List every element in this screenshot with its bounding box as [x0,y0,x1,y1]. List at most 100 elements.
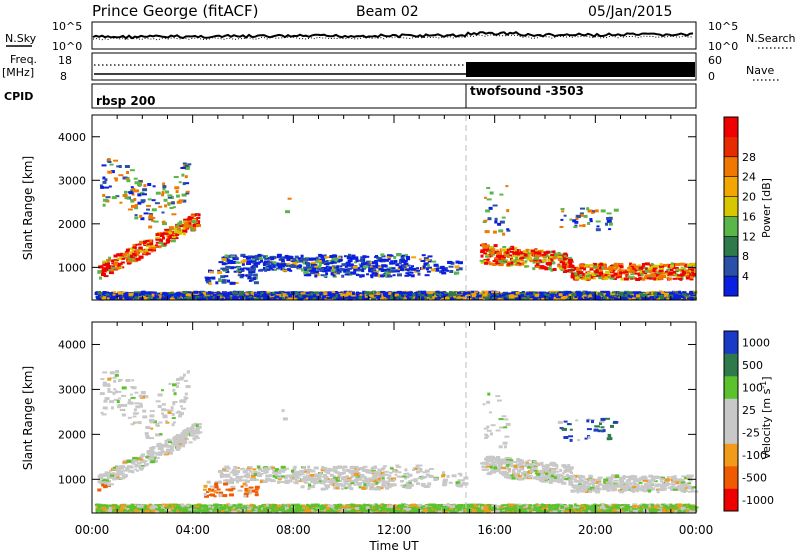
power-cell [168,226,174,230]
power-cell [672,293,678,297]
power-cell [362,265,368,269]
power-cell [187,163,192,166]
power-cell [646,277,652,280]
power-cell [336,265,340,269]
power-cell [246,267,251,271]
power-cell [331,266,336,270]
power-cell [688,275,694,279]
power-cell [423,257,429,261]
power-cell [330,269,335,273]
power-cell [134,181,140,185]
power-cell [110,266,116,269]
power-cell [176,224,181,227]
power-cell [384,258,389,262]
power-cell [355,269,360,272]
power-cell [583,267,586,271]
power-cell [137,183,143,187]
power-cell [286,258,291,261]
power-cell [205,278,210,282]
power-cell [164,204,168,208]
power-cell [169,235,175,238]
power-cell [421,254,426,257]
power-cell [540,267,545,270]
beam-title: Beam 02 [356,4,419,20]
power-cell [113,295,116,299]
power-cell [672,277,678,280]
power-cell [523,250,527,253]
power-colorbar-tick-label: 16 [742,210,756,223]
power-cell [234,256,238,260]
power-cell [359,264,365,268]
power-cell [344,263,350,266]
power-cell [518,262,523,265]
power-cell [490,253,496,256]
power-cell [637,274,641,277]
power-cell [582,290,586,294]
power-cell [602,273,606,277]
power-cell [330,272,334,276]
power-cell [217,271,223,275]
power-cell [358,296,363,299]
power-cell [310,271,316,275]
power-cell [163,242,167,246]
power-cell [574,266,578,269]
power-cell [184,164,189,167]
power-cell [391,267,396,270]
power-colorbar-tick-label: 8 [742,250,749,263]
power-cell [371,297,376,300]
power-cell [569,218,573,221]
power-cell [247,276,251,279]
power-cell [588,274,593,277]
power-cell [253,262,257,266]
power-cell [492,204,498,207]
power-cell [677,274,682,277]
power-cell [130,292,134,296]
power-cell [328,266,332,270]
power-cell [116,264,121,267]
power-cell [373,267,376,270]
power-cell [163,198,168,202]
power-cell [339,268,344,271]
power-cell [102,198,108,202]
power-cell [332,274,336,277]
power-cell [331,260,335,264]
power-cell [501,248,507,252]
power-cell [305,258,309,262]
power-cell [256,295,262,298]
power-cell [252,265,257,268]
power-cell [658,295,662,297]
power-cell [173,228,178,230]
power-cell [542,259,547,263]
power-cell [242,267,247,270]
power-cell [502,232,506,236]
freq-frame [91,52,697,81]
power-cell [176,194,180,198]
power-cell [510,255,515,258]
power-cell [569,271,574,274]
power-cell [328,262,334,265]
power-cell [484,261,489,265]
power-cell [520,255,525,259]
power-cell [482,248,487,251]
power-cell [566,265,572,269]
power-cell [627,269,633,273]
power-cell [498,260,504,264]
power-cell [148,216,154,220]
power-cell [598,276,602,279]
power-cell [308,266,313,269]
power-cell [666,268,670,272]
power-cell [230,255,236,258]
power-cell [106,260,110,263]
power-cell [430,268,436,272]
power-cell [538,250,543,253]
power-cell [147,248,153,251]
power-cell [285,254,289,258]
power-cell [568,256,573,259]
power-cell [605,270,610,274]
power-cell [320,267,324,271]
power-y-tick-label: 4000 [58,131,86,144]
power-cell [471,294,476,298]
power-cell [684,264,690,268]
freq-left-tick-top: 18 [58,54,72,67]
power-cell [620,277,624,281]
